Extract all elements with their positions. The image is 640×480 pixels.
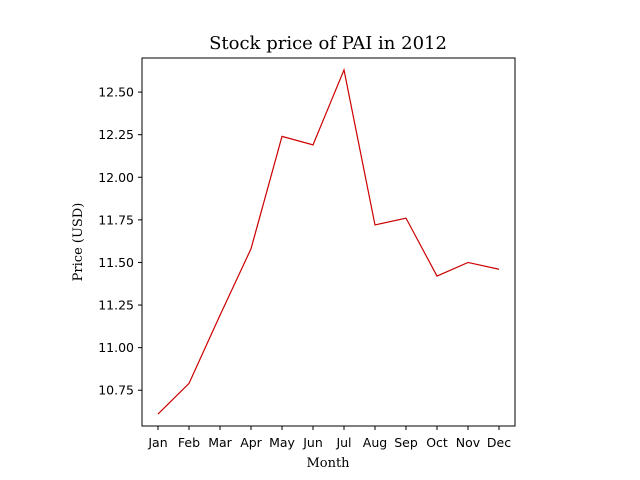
chart-title: Stock price of PAI in 2012 [209,33,447,54]
x-tick-label: Jul [335,435,351,450]
x-tick-label: May [269,435,295,450]
y-axis: 10.75 11.00 11.25 11.50 11.75 12.00 12.25 12.50 [98,85,142,398]
x-tick-label: Oct [426,435,448,450]
x-tick-label: Jun [302,435,323,450]
x-tick-label: Nov [456,435,481,450]
y-tick-label: 12.50 [98,85,134,100]
x-tick-label: Jan [147,435,167,450]
y-tick-label: 10.75 [98,383,134,398]
series-group [157,67,500,415]
series-line [157,67,500,415]
y-axis-label: Price (USD) [71,203,86,282]
x-tick-label: Aug [363,435,387,450]
x-tick-label: Apr [240,435,262,450]
y-tick-label: 11.75 [98,212,134,227]
x-tick-label: Mar [208,435,232,450]
y-tick-label: 11.00 [98,340,134,355]
x-tick-label: Feb [178,435,200,450]
y-tick-label: 11.50 [98,255,134,270]
y-tick-label: 12.00 [98,170,134,185]
y-tick-label: 11.25 [98,298,134,313]
plot-frame [141,57,516,427]
y-tick-label: 12.25 [98,127,134,142]
x-tick-label: Sep [394,435,418,450]
x-axis-label: Month [306,456,350,471]
x-axis: Jan Feb Mar Apr May Jun Jul Aug Sep Oct Nov Dec [147,426,511,450]
x-tick-label: Dec [487,435,511,450]
